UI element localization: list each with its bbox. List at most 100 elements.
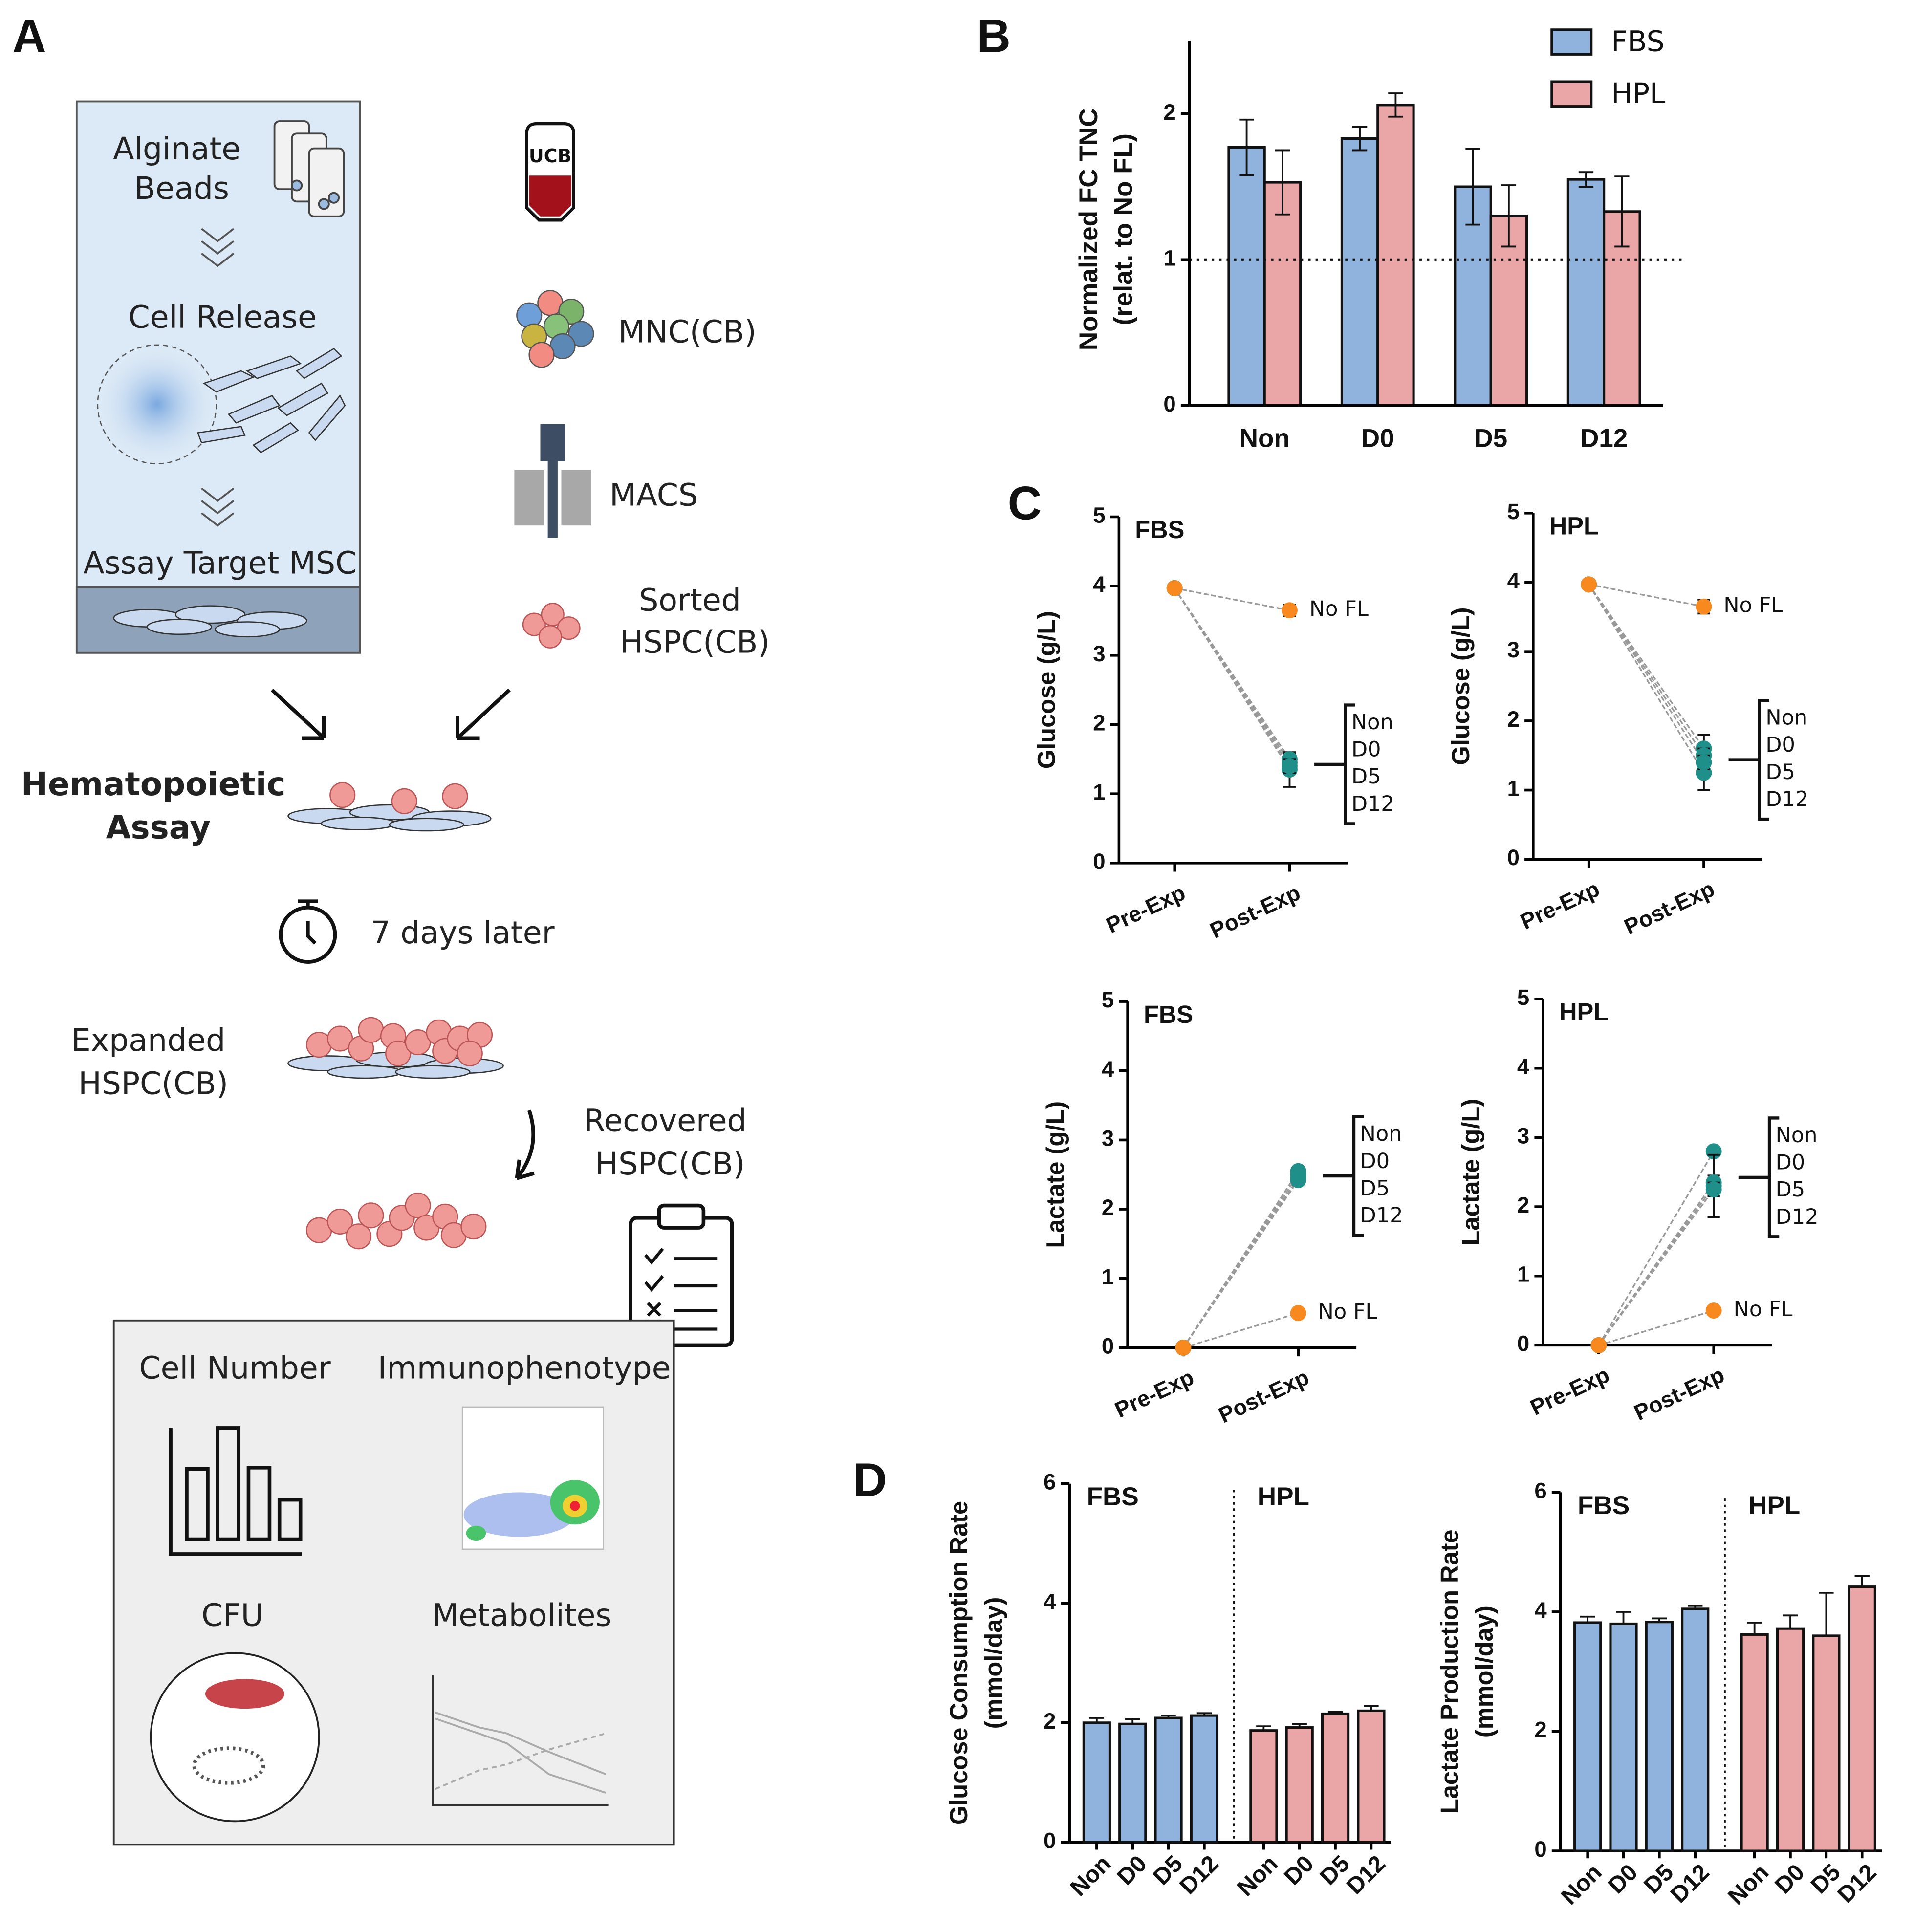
x-tick-label: D0 bbox=[1361, 424, 1394, 453]
y-axis-label: (relat. to No FL) bbox=[1109, 133, 1138, 325]
label: Expanded bbox=[71, 1022, 226, 1058]
x-tick-label: Pre-Exp bbox=[1526, 1362, 1613, 1420]
section-title: HPL bbox=[1748, 1491, 1800, 1520]
mnc-icon bbox=[516, 290, 594, 368]
y-tick-label: 6 bbox=[1534, 1478, 1546, 1503]
section-title: FBS bbox=[1578, 1491, 1630, 1520]
group-label: D12 bbox=[1765, 787, 1808, 812]
y-tick-label: 0 bbox=[1163, 391, 1175, 416]
data-point bbox=[1290, 1172, 1306, 1189]
y-tick-label: 2 bbox=[1517, 1193, 1529, 1217]
beads-icon bbox=[273, 120, 345, 217]
x-tick-label: D12 bbox=[1580, 424, 1628, 453]
label: HSPC(CB) bbox=[620, 624, 770, 660]
group-label: Non bbox=[1360, 1122, 1402, 1146]
y-tick-label: 0 bbox=[1102, 1333, 1114, 1358]
y-tick-label: 0 bbox=[1044, 1828, 1056, 1853]
chart-title: FBS bbox=[1135, 516, 1184, 543]
x-tick-label: D0 bbox=[1112, 1850, 1152, 1890]
group-label: D5 bbox=[1360, 1176, 1390, 1200]
y-tick-label: 1 bbox=[1517, 1262, 1529, 1287]
y-tick-label: 5 bbox=[1102, 987, 1114, 1012]
series-line bbox=[1182, 1171, 1299, 1348]
group-label: Non bbox=[1351, 710, 1393, 735]
recovered-icon bbox=[306, 1192, 487, 1250]
y-tick-label: 0 bbox=[1534, 1837, 1546, 1862]
y-tick-label: 5 bbox=[1507, 499, 1520, 524]
bar bbox=[1118, 1722, 1147, 1844]
label: Metabolites bbox=[432, 1597, 612, 1633]
error-bar bbox=[1465, 148, 1480, 226]
bar bbox=[1573, 1621, 1602, 1852]
bar bbox=[1321, 1712, 1350, 1844]
ucb-blood bbox=[529, 175, 571, 217]
x-tick-label: Pre-Exp bbox=[1102, 880, 1189, 938]
x-tick-label: Post-Exp bbox=[1630, 1362, 1728, 1426]
x-tick-label: Post-Exp bbox=[1206, 880, 1304, 943]
bar bbox=[1489, 215, 1528, 407]
panel-label: C bbox=[1008, 478, 1042, 530]
x-tick-label: Non bbox=[1556, 1859, 1607, 1910]
legend-label: HPL bbox=[1611, 77, 1666, 110]
group-label: D12 bbox=[1776, 1205, 1819, 1229]
series-line bbox=[1588, 584, 1705, 763]
series-line bbox=[1588, 584, 1704, 608]
x-tick-label: Non bbox=[1232, 1850, 1283, 1901]
error-bar bbox=[1275, 149, 1290, 216]
expanded-icon bbox=[287, 1017, 504, 1079]
x-tick-label: D12 bbox=[1341, 1850, 1391, 1900]
group-label: D0 bbox=[1360, 1149, 1390, 1173]
msc-cells bbox=[113, 605, 307, 638]
y-tick-label: 0 bbox=[1093, 849, 1105, 874]
bar bbox=[1848, 1585, 1876, 1852]
label: Sorted bbox=[639, 582, 741, 618]
y-tick-label: 2 bbox=[1534, 1717, 1546, 1742]
error-bar bbox=[1501, 184, 1517, 248]
error-bar bbox=[1388, 92, 1403, 118]
y-tick-label: 5 bbox=[1517, 985, 1529, 1010]
data-point bbox=[1175, 1340, 1192, 1356]
released-cells bbox=[197, 347, 346, 454]
label: Alginate bbox=[113, 130, 240, 167]
charts: Normalized FC TNC (relat. to No FL)Non D0 D… bbox=[945, 25, 1882, 1910]
y-axis-label: Glucose Consumption Rate bbox=[945, 1501, 973, 1825]
y-tick-label: 1 bbox=[1507, 776, 1520, 801]
bracket bbox=[1738, 1116, 1780, 1238]
group-label: D0 bbox=[1351, 738, 1381, 762]
x-tick-label: D12 bbox=[1174, 1850, 1224, 1900]
bar bbox=[1357, 1709, 1386, 1844]
y-tick-label: 3 bbox=[1507, 637, 1520, 662]
series-label: No FL bbox=[1734, 1297, 1793, 1322]
bracket bbox=[1323, 1115, 1364, 1237]
data-point bbox=[1581, 576, 1597, 593]
x-tick-label: Non bbox=[1065, 1850, 1116, 1901]
y-tick-label: 2 bbox=[1044, 1709, 1056, 1734]
x-tick-label: D12 bbox=[1665, 1859, 1715, 1909]
data-point bbox=[1282, 758, 1298, 774]
y-tick-label: 6 bbox=[1044, 1470, 1056, 1495]
bar bbox=[1376, 104, 1415, 407]
x-tick-label: Post-Exp bbox=[1620, 876, 1718, 940]
bar bbox=[1227, 146, 1266, 407]
data-point bbox=[1705, 1181, 1722, 1198]
group-label: D5 bbox=[1351, 764, 1381, 789]
arrows bbox=[270, 688, 535, 1180]
y-tick-label: 2 bbox=[1507, 707, 1520, 732]
x-tick-label: Pre-Exp bbox=[1517, 876, 1603, 934]
bracket bbox=[1314, 703, 1355, 825]
label: 7 days later bbox=[371, 914, 555, 951]
data-point bbox=[1166, 580, 1183, 596]
metabolite-thumbnail bbox=[432, 1675, 609, 1806]
bar bbox=[1566, 178, 1606, 407]
series-line bbox=[1598, 1189, 1715, 1346]
label: Hematopoietic bbox=[21, 765, 286, 803]
y-tick-label: 1 bbox=[1163, 245, 1175, 270]
series-line bbox=[1174, 587, 1290, 767]
y-tick-label: 2 bbox=[1163, 100, 1175, 125]
chart-title: FBS bbox=[1144, 1000, 1193, 1028]
y-tick-label: 0 bbox=[1507, 845, 1520, 870]
y-tick-label: 1 bbox=[1093, 780, 1105, 804]
data-point bbox=[1590, 1337, 1607, 1353]
series-line bbox=[1182, 1179, 1299, 1348]
